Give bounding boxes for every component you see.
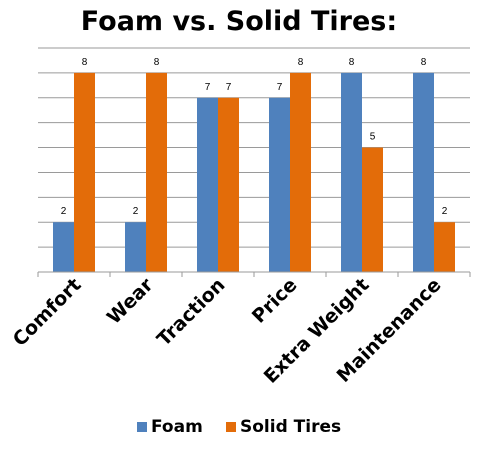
data-label: 2	[61, 206, 67, 217]
bar-foam-extra-weight	[341, 72, 362, 272]
legend-swatch-foam	[137, 422, 147, 432]
bar-solid-tires-comfort	[74, 72, 95, 272]
data-label: 7	[205, 82, 211, 93]
legend-label-foam: Foam	[151, 417, 203, 437]
legend-label-solid-tires: Solid Tires	[240, 417, 341, 437]
data-labels: 2 8 2 8 7 7 7 8 8 5 8 2	[61, 57, 448, 217]
data-label: 8	[421, 57, 427, 68]
bar-solid-tires-maintenance	[434, 222, 455, 272]
data-label: 7	[277, 82, 283, 93]
bar-foam-price	[269, 97, 290, 273]
data-label: 2	[133, 206, 139, 217]
data-label: 2	[442, 206, 448, 217]
bars	[53, 72, 455, 273]
bar-foam-wear	[125, 222, 146, 272]
bar-foam-maintenance	[413, 72, 434, 272]
x-axis	[37, 271, 471, 277]
bar-solid-tires-price	[290, 72, 311, 272]
legend-swatch-solid-tires	[226, 422, 236, 432]
category-label-price: Price	[248, 274, 302, 328]
category-label-traction: Traction	[153, 274, 230, 351]
category-label-comfort: Comfort	[9, 274, 86, 351]
data-label: 8	[298, 57, 304, 68]
data-label: 8	[349, 57, 355, 68]
bar-foam-comfort	[53, 222, 74, 272]
data-label: 5	[370, 132, 376, 143]
legend: Foam Solid Tires	[137, 417, 341, 437]
data-label: 7	[226, 82, 232, 93]
bar-solid-tires-extra-weight	[362, 147, 383, 272]
category-label-wear: Wear	[103, 274, 158, 329]
bar-solid-tires-traction	[218, 97, 239, 273]
gridlines	[38, 47, 470, 248]
bar-foam-traction	[197, 97, 218, 273]
data-label: 8	[154, 57, 160, 68]
chart-title: Foam vs. Solid Tires:	[81, 6, 397, 37]
bar-solid-tires-wear	[146, 72, 167, 272]
data-label: 8	[82, 57, 88, 68]
